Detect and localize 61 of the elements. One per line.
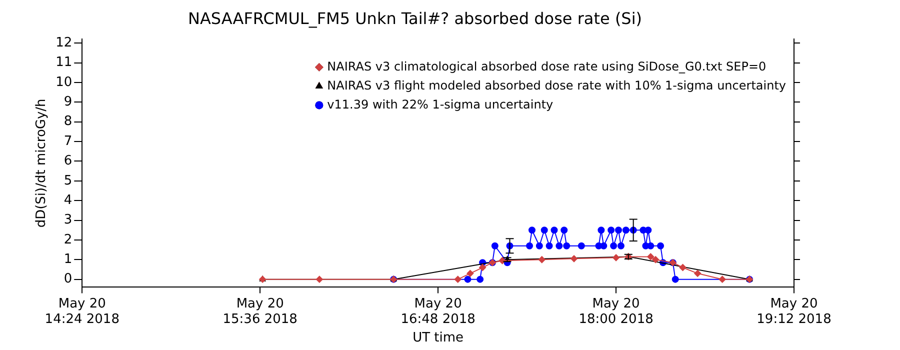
x-axis-title: UT time <box>412 330 464 346</box>
x-tick-label: May 20 14:24 2018 <box>44 296 120 327</box>
point <box>526 242 534 250</box>
point <box>538 256 546 264</box>
point <box>466 270 474 277</box>
y-tick-label: 2 <box>64 232 72 248</box>
point <box>657 242 664 250</box>
y-tick-label: 0 <box>64 272 72 287</box>
y-tick-label: 3 <box>64 212 72 228</box>
point <box>498 257 506 264</box>
point <box>647 253 654 260</box>
y-tick-label: 6 <box>64 154 72 169</box>
point <box>536 242 543 250</box>
y-tick-label: 4 <box>64 192 72 208</box>
y-tick-label: 10 <box>56 74 72 90</box>
point <box>464 276 472 283</box>
point <box>610 242 618 250</box>
point <box>600 242 608 250</box>
point <box>570 255 578 262</box>
legend-label: v11.39 with 22% 1-sigma uncertainty <box>327 97 554 112</box>
y-tick-label: 7 <box>64 134 72 149</box>
point <box>652 256 660 264</box>
point <box>476 276 484 283</box>
point <box>679 264 686 272</box>
point <box>454 276 462 283</box>
point <box>528 226 536 234</box>
point <box>563 242 570 250</box>
point <box>578 242 585 250</box>
y-tick-label: 8 <box>64 114 72 130</box>
y-tick-label: 11 <box>56 55 72 70</box>
point <box>550 226 558 234</box>
y-tick-label: 1 <box>64 252 72 268</box>
point <box>612 254 620 262</box>
point <box>622 226 630 234</box>
point <box>540 226 548 234</box>
x-tick-label: May 20 15:36 2018 <box>222 296 298 327</box>
legend-label: NAIRAS v3 flight modeled absorbed dose rate with 10% 1-sigma uncertainty <box>327 78 786 92</box>
point <box>479 264 486 272</box>
y-tick-label: 9 <box>64 94 72 110</box>
point <box>617 242 624 250</box>
point <box>598 226 605 234</box>
y-tick-label: 12 <box>56 36 72 51</box>
y-axis-title: dD(Si)/dt microGy/h <box>34 98 50 228</box>
legend-label: NAIRAS v3 climatological absorbed dose rate using SiDose_G0.txt SEP=0 <box>327 59 766 74</box>
point <box>546 242 553 250</box>
y-tick-label: 5 <box>64 173 72 188</box>
x-tick-label: May 20 19:12 2018 <box>756 296 832 327</box>
chart-title: NASAAFRCMUL_FM5 Unkn Tail#? absorbed dose rate (Si) <box>188 8 642 28</box>
point <box>694 270 702 277</box>
point <box>647 242 654 250</box>
point <box>556 242 563 250</box>
point <box>608 226 615 234</box>
point <box>316 276 323 283</box>
x-tick-label: May 20 18:00 2018 <box>578 296 654 327</box>
point <box>672 276 679 283</box>
point <box>718 276 726 283</box>
x-tick-label: May 20 16:48 2018 <box>400 296 476 327</box>
point <box>560 226 568 234</box>
point <box>491 242 498 250</box>
point <box>615 226 622 234</box>
point <box>644 226 652 234</box>
